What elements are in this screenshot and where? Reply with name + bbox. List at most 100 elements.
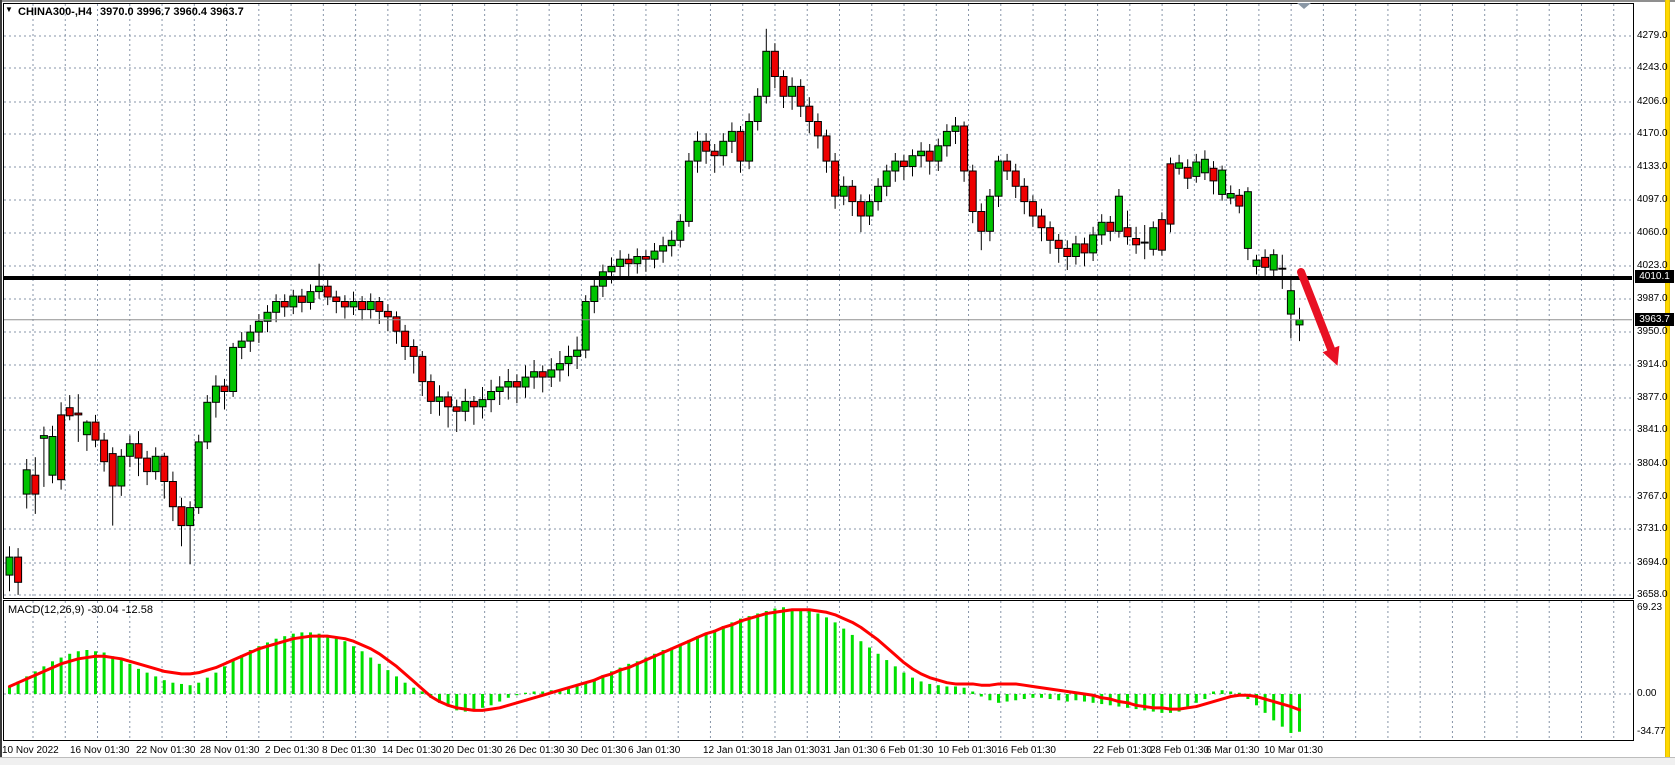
price-axis-label: 3914.0 <box>1637 359 1668 370</box>
candle-body <box>624 258 633 265</box>
ohlc-values: 3970.0 3996.7 3960.4 3963.7 <box>99 6 244 18</box>
price-axis-label: 4243.0 <box>1637 62 1668 73</box>
price-axis-label: 4060.0 <box>1637 227 1668 238</box>
candle-body <box>891 160 900 172</box>
time-axis-label: 8 Dec 01:30 <box>322 745 376 756</box>
symbol-period-label: CHINA300-,H4 <box>18 6 92 18</box>
price-axis-label: 3950.0 <box>1637 326 1668 337</box>
candle-body <box>848 185 857 203</box>
candle-body <box>899 160 908 168</box>
price-axis-label: 4133.0 <box>1637 161 1668 172</box>
candle-body <box>168 481 177 508</box>
candle-body <box>659 245 668 252</box>
candle-body <box>530 371 539 378</box>
candle-body <box>925 150 934 162</box>
price-axis-label: 4170.0 <box>1637 128 1668 139</box>
macd-axis-label: 0.00 <box>1637 688 1657 699</box>
candle-body <box>1295 319 1304 326</box>
candle-body <box>1157 219 1166 251</box>
candle-body <box>349 301 358 308</box>
time-axis-label: 22 Nov 01:30 <box>136 745 196 756</box>
time-axis-label: 30 Dec 01:30 <box>567 745 627 756</box>
candle-body <box>418 355 427 383</box>
candle-body <box>607 265 616 273</box>
candle-body <box>831 160 840 197</box>
time-axis-label: 28 Nov 01:30 <box>200 745 260 756</box>
candle-body <box>340 301 349 308</box>
candle-body <box>1089 234 1098 254</box>
candle-body <box>495 386 504 392</box>
candle-body <box>727 130 736 142</box>
candle-body <box>469 400 478 408</box>
chart-shift-marker[interactable] <box>1297 3 1311 9</box>
macd-axis-label: 69.23 <box>1637 602 1663 613</box>
macd-panel-border <box>3 600 1634 741</box>
candle-body <box>82 421 91 436</box>
candle-body <box>762 50 771 97</box>
candle-body <box>280 301 289 308</box>
candle-body <box>48 436 57 476</box>
candle-body <box>1166 163 1175 225</box>
candle-body <box>977 211 986 232</box>
symbol-dropdown-icon[interactable]: ▼ <box>5 5 13 14</box>
candle-body <box>1252 259 1261 267</box>
candle-body <box>5 556 14 576</box>
candle-body <box>332 296 341 302</box>
candle-body <box>960 125 969 172</box>
time-axis-label: 28 Feb 01:30 <box>1150 745 1209 756</box>
window-top-edge <box>0 0 1675 2</box>
candle-body <box>375 301 384 312</box>
candle-body <box>1063 247 1072 257</box>
trend-arrow-line[interactable] <box>1297 268 1335 353</box>
candle-body <box>512 381 521 388</box>
candle-body <box>1003 160 1012 172</box>
macd-signal-line <box>8 608 1301 712</box>
candle-body <box>315 285 324 293</box>
candle-body <box>1140 241 1149 244</box>
candle-body <box>1235 194 1244 207</box>
candle-body <box>822 135 831 162</box>
macd-indicator-label: MACD(12,26,9) -30.04 -12.58 <box>8 604 153 616</box>
candle-body <box>538 371 547 378</box>
price-axis-label: 3767.0 <box>1637 491 1668 502</box>
candle-body <box>366 301 375 311</box>
candle-body <box>160 455 169 482</box>
candle-body <box>297 295 306 303</box>
candle-body <box>22 469 31 495</box>
candle-body <box>547 369 556 378</box>
price-axis-label: 3841.0 <box>1637 424 1668 435</box>
candle-body <box>1097 221 1106 236</box>
price-axis-label: 3731.0 <box>1637 523 1668 534</box>
candle-body <box>985 195 994 232</box>
hline-price-tag: 4010.1 <box>1635 270 1674 283</box>
candle-body <box>564 355 573 365</box>
candle-body <box>839 185 848 197</box>
candle-body <box>770 50 779 77</box>
price-panel-border <box>3 3 1634 599</box>
candle-body <box>383 310 392 318</box>
candle-body <box>1218 169 1227 195</box>
trend-arrow-head[interactable] <box>1322 345 1340 366</box>
macd-axis-label: -34.77 <box>1637 726 1666 737</box>
candle-body <box>693 140 702 162</box>
candle-body <box>555 363 564 371</box>
time-axis-label: 10 Feb 01:30 <box>938 745 997 756</box>
candle-body <box>1011 170 1020 187</box>
candle-body <box>392 316 401 332</box>
time-axis-label: 10 Nov 2022 <box>2 745 59 756</box>
time-axis-label: 6 Jan 01:30 <box>628 745 681 756</box>
candle-body <box>91 421 100 441</box>
time-axis-label: 31 Jan 01:30 <box>820 745 878 756</box>
candle-body <box>1175 162 1184 169</box>
candle-body <box>779 76 788 97</box>
candle-body <box>1020 185 1029 203</box>
candle-body <box>1123 227 1132 238</box>
window-left-edge <box>0 0 2 762</box>
candle-body <box>1149 227 1158 250</box>
candle-body <box>444 396 453 408</box>
candle-body <box>65 407 74 417</box>
candle-body <box>1114 195 1123 232</box>
candle-body <box>856 201 865 217</box>
candle-body <box>1286 290 1295 315</box>
